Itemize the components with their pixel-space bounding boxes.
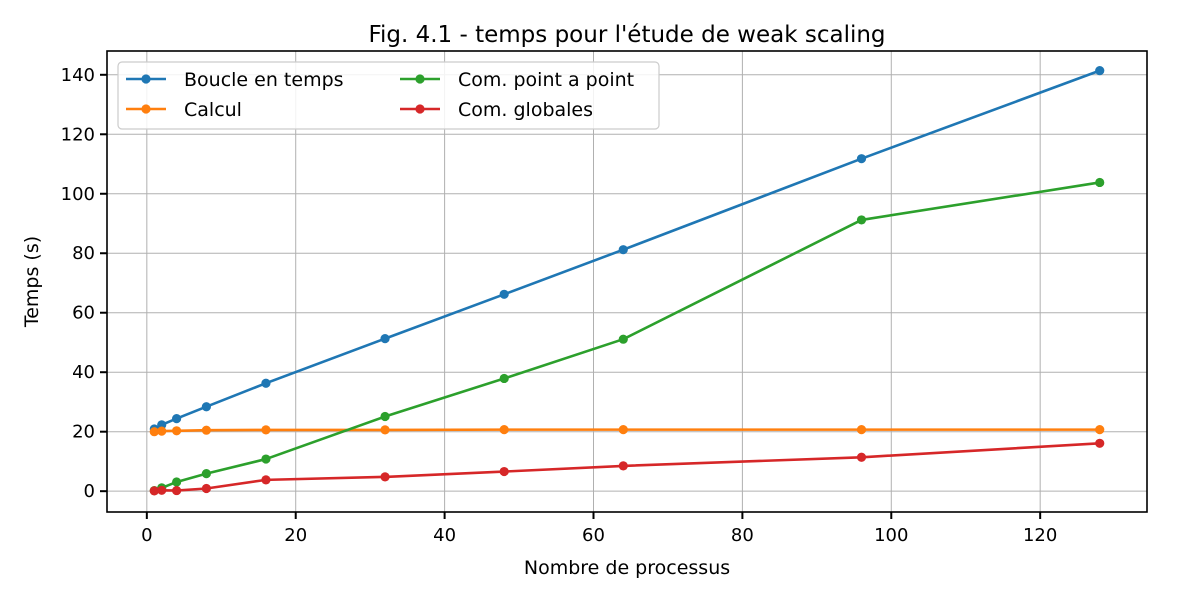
y-tick-label: 80 — [72, 243, 95, 264]
y-tick-label: 40 — [72, 362, 95, 383]
legend-label: Com. point a point — [458, 69, 634, 91]
x-tick-label: 60 — [582, 525, 605, 546]
legend-marker — [415, 104, 425, 114]
data-point — [201, 402, 211, 412]
data-point — [380, 425, 390, 435]
legend-marker — [141, 74, 151, 84]
x-tick-label: 100 — [874, 525, 908, 546]
data-point — [172, 485, 182, 496]
data-point — [380, 411, 390, 422]
legend-label: Com. globales — [458, 99, 593, 121]
y-tick-label: 100 — [61, 184, 95, 205]
data-point — [380, 334, 390, 344]
data-point — [856, 452, 867, 462]
data-point — [499, 466, 509, 477]
grid — [107, 51, 1147, 512]
series-line — [154, 441, 1100, 493]
series-3 — [149, 438, 1105, 496]
data-point — [261, 454, 271, 464]
data-point — [856, 215, 867, 225]
data-point — [618, 334, 628, 344]
data-point — [618, 461, 628, 471]
data-point — [261, 475, 271, 485]
x-tick-label: 80 — [731, 525, 754, 546]
chart-title: Fig. 4.1 - temps pour l'étude de weak sc… — [368, 22, 885, 48]
legend-box — [117, 61, 660, 130]
data-point — [201, 425, 211, 435]
plot-frame — [106, 50, 1148, 513]
data-point — [172, 477, 182, 487]
x-tick-label: 0 — [141, 525, 152, 546]
series-layer — [149, 66, 1105, 496]
ticks: 0 20 40 60 80 100 120 0 20 40 60 80 100 120 140 — [61, 65, 1058, 546]
data-point — [1095, 177, 1105, 188]
y-axis-label: Temps (s) — [21, 236, 43, 328]
y-tick-label: 60 — [72, 303, 95, 324]
data-point — [856, 154, 867, 164]
data-point — [157, 426, 167, 436]
data-point — [1095, 425, 1105, 435]
x-tick-label: 120 — [1023, 525, 1057, 546]
y-tick-label: 140 — [61, 65, 95, 86]
data-point — [172, 414, 182, 424]
legend-label: Boucle en temps — [184, 69, 344, 91]
y-tick-label: 20 — [72, 422, 95, 443]
series-line — [153, 181, 1100, 492]
data-point — [201, 469, 211, 479]
data-point — [149, 427, 159, 437]
series-line — [154, 428, 1100, 433]
series-line — [153, 69, 1101, 431]
data-point — [499, 425, 509, 435]
legend-item: Calcul — [126, 99, 242, 121]
data-point — [380, 472, 390, 482]
data-point — [499, 289, 509, 299]
legend-marker — [141, 104, 151, 114]
y-tick-label: 0 — [84, 481, 95, 502]
data-point — [1095, 438, 1105, 448]
legend: Boucle en temps Calcul Com. point a point C… — [117, 61, 660, 130]
data-point — [499, 373, 509, 384]
legend-marker — [415, 74, 425, 84]
legend-item: Boucle en temps — [126, 69, 344, 91]
data-point — [172, 426, 182, 436]
data-point — [618, 425, 628, 435]
data-point — [261, 378, 271, 388]
legend-label: Calcul — [184, 99, 242, 121]
x-tick-label: 20 — [284, 525, 307, 546]
data-point — [856, 425, 867, 435]
data-point — [157, 485, 167, 495]
data-point — [618, 245, 628, 255]
data-point — [1095, 66, 1105, 76]
x-axis-label: Nombre de processus — [524, 557, 730, 579]
y-tick-label: 120 — [61, 124, 95, 145]
series-2 — [149, 177, 1105, 496]
series-1 — [149, 425, 1105, 437]
data-point — [261, 425, 271, 435]
data-point — [149, 486, 159, 496]
legend-item: Com. point a point — [400, 69, 634, 91]
x-tick-label: 40 — [433, 525, 456, 546]
data-point — [201, 483, 211, 494]
legend-item: Com. globales — [400, 99, 593, 121]
